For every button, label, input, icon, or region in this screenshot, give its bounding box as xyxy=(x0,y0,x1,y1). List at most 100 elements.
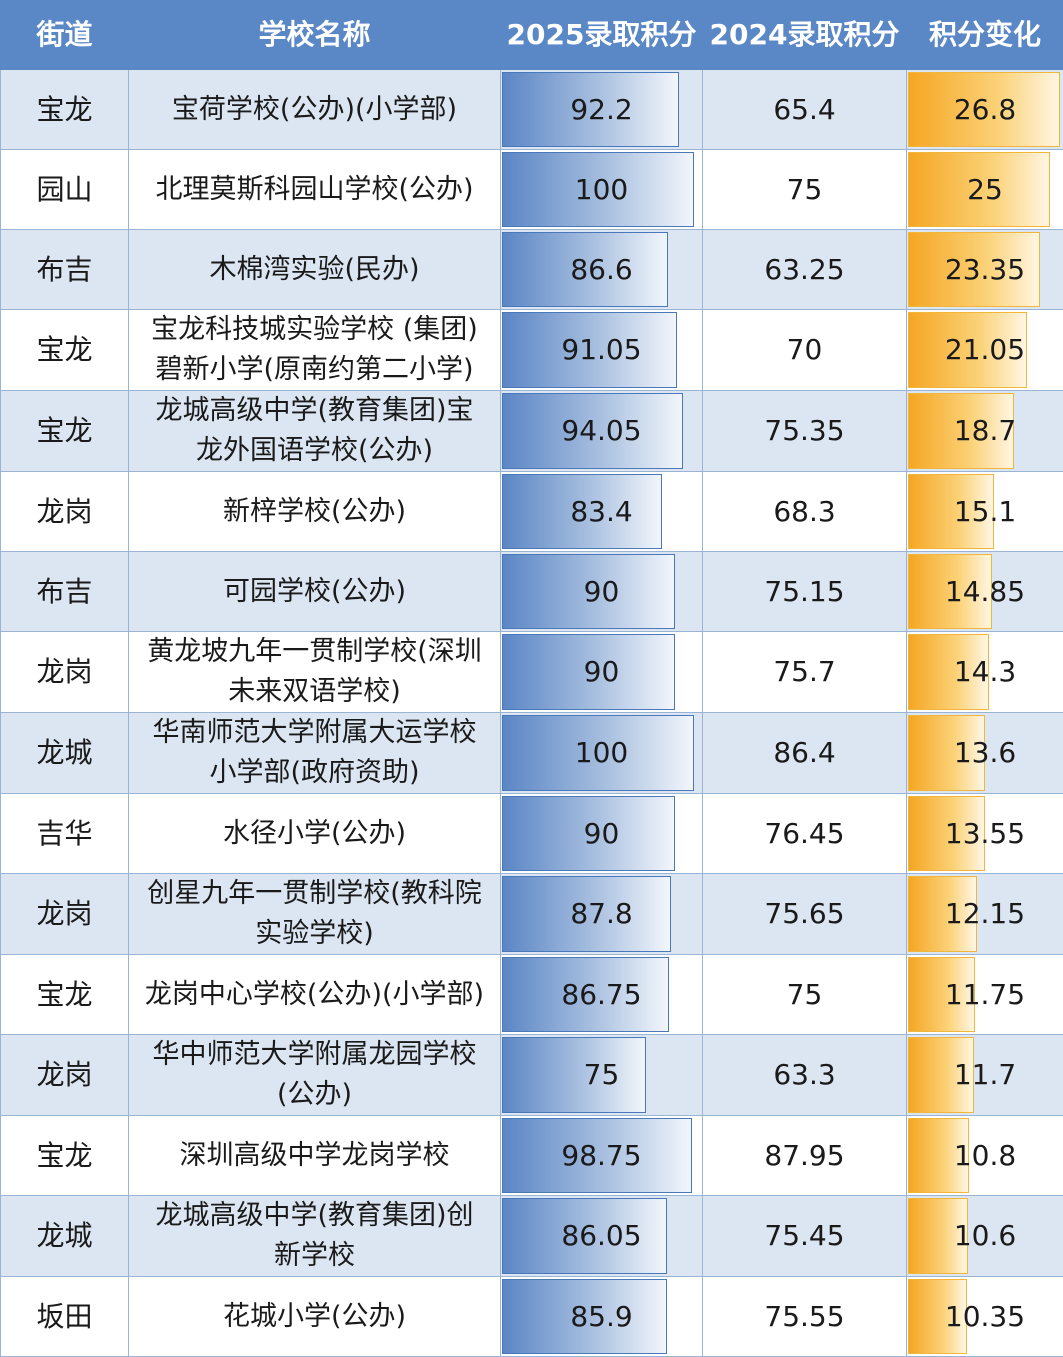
school-cell: 龙城高级中学(教育集团)创新学校 xyxy=(129,1196,501,1277)
score-2025-value: 98.75 xyxy=(561,1139,641,1172)
school-name-line: 深圳高级中学龙岗学校 xyxy=(133,1136,496,1176)
score-2025-value: 94.05 xyxy=(561,414,641,447)
change-value: 14.85 xyxy=(945,575,1025,608)
street-cell: 坂田 xyxy=(1,1277,129,1357)
school-name-line: 小学部(政府资助) xyxy=(133,753,496,793)
change-value: 15.1 xyxy=(954,495,1016,528)
score-2025-value: 87.8 xyxy=(570,897,632,930)
street-cell: 龙岗 xyxy=(1,874,129,955)
score-2025-cell: 100 xyxy=(501,713,703,794)
change-cell: 13.55 xyxy=(907,794,1063,874)
score-2025-value: 90 xyxy=(584,575,620,608)
score-2025-cell: 75 xyxy=(501,1035,703,1116)
score-2025-cell: 86.05 xyxy=(501,1196,703,1277)
school-name-line: 创星九年一贯制学校(教科院 xyxy=(133,874,496,914)
school-name-line: 新学校 xyxy=(133,1236,496,1276)
school-cell: 新梓学校(公办) xyxy=(129,472,501,552)
change-cell: 13.6 xyxy=(907,713,1063,794)
header-change: 积分变化 xyxy=(907,1,1063,70)
table-row: 坂田花城小学(公办) 85.9 75.55 10.35 xyxy=(1,1277,1063,1357)
street-cell: 宝龙 xyxy=(1,70,129,150)
school-cell: 深圳高级中学龙岗学校 xyxy=(129,1116,501,1196)
score-2024-cell: 75 xyxy=(703,955,907,1035)
change-value: 18.7 xyxy=(954,414,1016,447)
school-cell: 华中师范大学附属龙园学校(公办) xyxy=(129,1035,501,1116)
school-name-line: 碧新小学(原南约第二小学) xyxy=(133,350,496,390)
street-cell: 龙城 xyxy=(1,1196,129,1277)
change-cell: 15.1 xyxy=(907,472,1063,552)
header-street: 街道 xyxy=(1,1,129,70)
change-value: 21.05 xyxy=(945,333,1025,366)
change-cell: 10.6 xyxy=(907,1196,1063,1277)
change-cell: 26.8 xyxy=(907,70,1063,150)
score-2025-value: 91.05 xyxy=(561,333,641,366)
school-name-line: 龙城高级中学(教育集团)创 xyxy=(133,1196,496,1236)
school-name-line: 龙岗中心学校(公办)(小学部) xyxy=(133,975,496,1015)
school-name-line: 宝龙科技城实验学校 (集团) xyxy=(133,310,496,350)
score-2025-cell: 83.4 xyxy=(501,472,703,552)
score-2024-cell: 75.55 xyxy=(703,1277,907,1357)
change-cell: 10.35 xyxy=(907,1277,1063,1357)
score-2025-value: 83.4 xyxy=(570,495,632,528)
change-value: 10.6 xyxy=(954,1219,1016,1252)
school-name-line: 龙城高级中学(教育集团)宝 xyxy=(133,391,496,431)
score-2025-cell: 87.8 xyxy=(501,874,703,955)
change-value: 11.7 xyxy=(954,1058,1016,1091)
score-2025-value: 85.9 xyxy=(570,1300,632,1333)
header-score-2024: 2024录取积分 xyxy=(703,1,907,70)
score-2024-cell: 65.4 xyxy=(703,70,907,150)
score-2025-cell: 90 xyxy=(501,794,703,874)
score-2024-cell: 86.4 xyxy=(703,713,907,794)
change-value: 10.35 xyxy=(945,1300,1025,1333)
change-cell: 18.7 xyxy=(907,391,1063,472)
change-value: 23.35 xyxy=(945,253,1025,286)
school-cell: 水径小学(公办) xyxy=(129,794,501,874)
score-2025-cell: 86.6 xyxy=(501,230,703,310)
score-2025-cell: 94.05 xyxy=(501,391,703,472)
change-value: 11.75 xyxy=(945,978,1025,1011)
school-name-line: 花城小学(公办) xyxy=(133,1297,496,1337)
school-cell: 创星九年一贯制学校(教科院实验学校) xyxy=(129,874,501,955)
score-2024-cell: 75.65 xyxy=(703,874,907,955)
school-name-line: 实验学校) xyxy=(133,914,496,954)
score-2025-value: 86.6 xyxy=(570,253,632,286)
change-value: 26.8 xyxy=(954,93,1016,126)
score-2025-value: 100 xyxy=(575,736,628,769)
school-cell: 黄龙坡九年一贯制学校(深圳未来双语学校) xyxy=(129,632,501,713)
street-cell: 宝龙 xyxy=(1,1116,129,1196)
change-cell: 14.3 xyxy=(907,632,1063,713)
change-cell: 21.05 xyxy=(907,310,1063,391)
score-2024-cell: 75.15 xyxy=(703,552,907,632)
school-name-line: 可园学校(公办) xyxy=(133,572,496,612)
school-cell: 木棉湾实验(民办) xyxy=(129,230,501,310)
street-cell: 龙岗 xyxy=(1,632,129,713)
score-2024-cell: 75.45 xyxy=(703,1196,907,1277)
score-2025-cell: 100 xyxy=(501,150,703,230)
street-cell: 吉华 xyxy=(1,794,129,874)
street-cell: 园山 xyxy=(1,150,129,230)
change-cell: 25 xyxy=(907,150,1063,230)
school-name-line: 宝荷学校(公办)(小学部) xyxy=(133,90,496,130)
school-name-line: 木棉湾实验(民办) xyxy=(133,250,496,290)
school-cell: 龙岗中心学校(公办)(小学部) xyxy=(129,955,501,1035)
school-cell: 花城小学(公办) xyxy=(129,1277,501,1357)
change-cell: 10.8 xyxy=(907,1116,1063,1196)
change-cell: 11.75 xyxy=(907,955,1063,1035)
school-cell: 华南师范大学附属大运学校小学部(政府资助) xyxy=(129,713,501,794)
school-name-line: 华中师范大学附属龙园学校 xyxy=(133,1035,496,1075)
school-name-line: 黄龙坡九年一贯制学校(深圳 xyxy=(133,632,496,672)
school-cell: 北理莫斯科园山学校(公办) xyxy=(129,150,501,230)
score-2025-cell: 90 xyxy=(501,632,703,713)
school-name-line: 华南师范大学附属大运学校 xyxy=(133,713,496,753)
street-cell: 龙岗 xyxy=(1,1035,129,1116)
score-2025-cell: 91.05 xyxy=(501,310,703,391)
school-cell: 龙城高级中学(教育集团)宝龙外国语学校(公办) xyxy=(129,391,501,472)
score-2024-cell: 75.7 xyxy=(703,632,907,713)
street-cell: 宝龙 xyxy=(1,391,129,472)
